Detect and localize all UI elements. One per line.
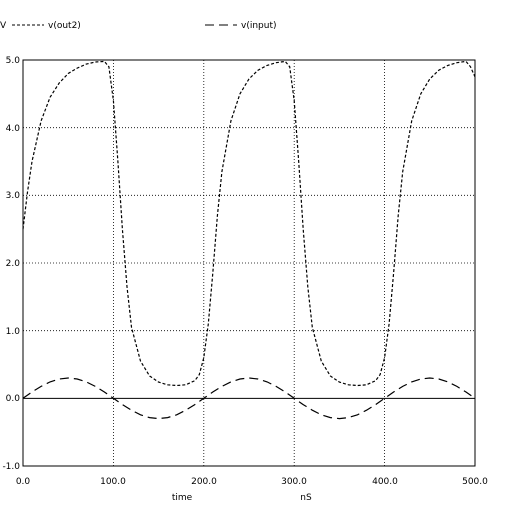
x-axis: 0.0 100.0 200.0 300.0 400.0 500.0	[16, 477, 488, 487]
x-tick-label: 400.0	[372, 477, 398, 487]
y-tick-label: 0.0	[6, 394, 21, 404]
x-axis-label: time	[172, 493, 193, 503]
x-axis-unit: nS	[300, 493, 312, 503]
series-line-v-input	[22, 377, 476, 420]
legend-label-input: v(input)	[241, 21, 277, 31]
series-group	[22, 60, 476, 420]
y-axis: -1.0 0.0 1.0 2.0 3.0 4.0 5.0	[2, 56, 20, 472]
grid	[23, 60, 475, 466]
series-line-v-out2	[22, 60, 476, 387]
y-unit-label: V	[0, 21, 7, 31]
plot-frame	[22, 59, 476, 467]
y-tick-label: -1.0	[2, 462, 20, 472]
x-tick-label: 100.0	[100, 477, 126, 487]
x-tick-label: 300.0	[281, 477, 307, 487]
x-tick-label: 500.0	[462, 477, 488, 487]
x-tick-label: 0.0	[16, 477, 31, 487]
x-tick-label: 200.0	[191, 477, 217, 487]
y-tick-label: 4.0	[6, 124, 21, 134]
y-tick-label: 2.0	[6, 259, 21, 269]
y-tick-label: 1.0	[6, 327, 21, 337]
y-tick-label: 3.0	[6, 191, 21, 201]
y-tick-label: 5.0	[6, 56, 21, 66]
legend: V v(out2) v(input)	[0, 21, 277, 31]
legend-label-out2: v(out2)	[48, 21, 81, 31]
